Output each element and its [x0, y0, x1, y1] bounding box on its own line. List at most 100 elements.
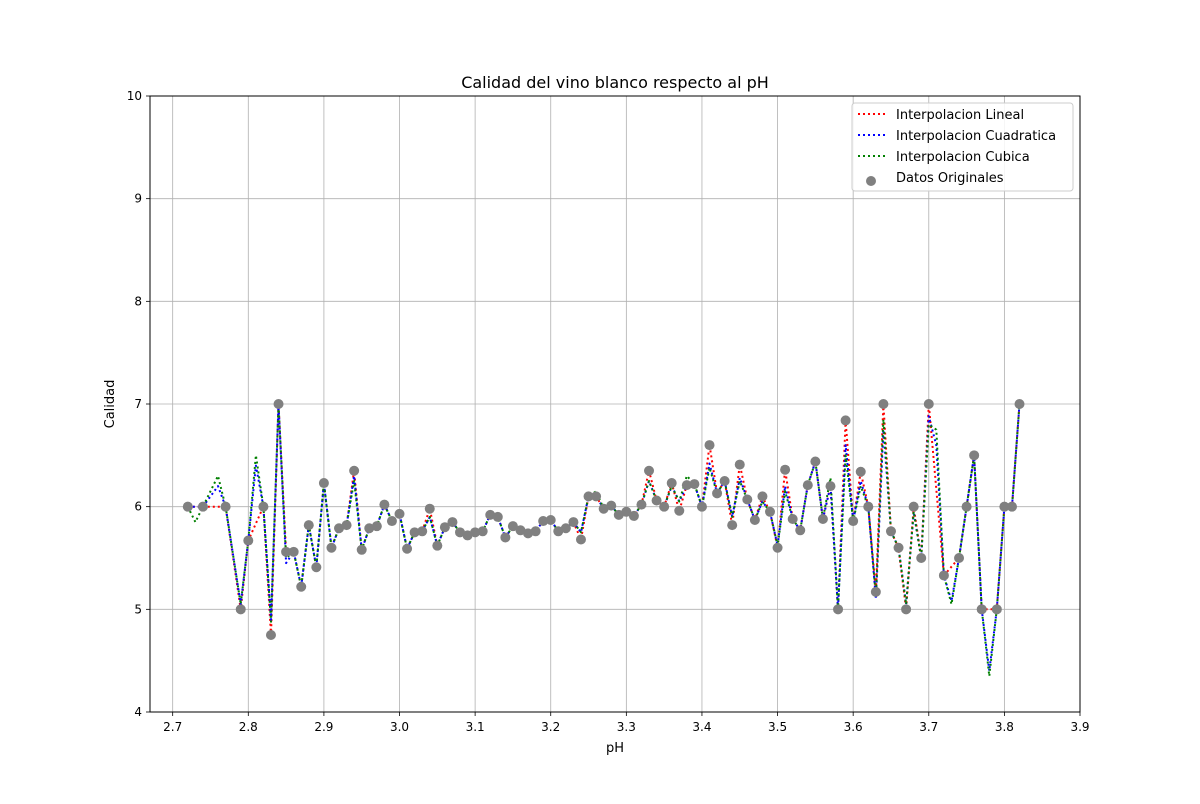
- x-tick-label: 3.5: [768, 720, 787, 734]
- data-point: [568, 517, 579, 528]
- x-tick-label: 3.0: [390, 720, 409, 734]
- data-point: [916, 553, 927, 563]
- data-point: [885, 526, 896, 537]
- data-point: [878, 399, 889, 409]
- y-tick-label: 10: [127, 89, 142, 103]
- data-point: [349, 465, 360, 476]
- data-point: [424, 503, 435, 514]
- data-point: [538, 516, 549, 527]
- data-point: [795, 525, 806, 536]
- data-point: [364, 523, 375, 534]
- x-tick-label: 3.2: [541, 720, 560, 734]
- data-point: [507, 521, 518, 532]
- data-point: [265, 630, 276, 640]
- data-point: [765, 506, 775, 517]
- x-tick-label: 2.7: [163, 720, 182, 734]
- data-point: [273, 399, 284, 409]
- y-tick-label: 7: [134, 397, 142, 411]
- data-point: [938, 570, 949, 581]
- legend-marker: [866, 176, 876, 186]
- data-point: [598, 503, 609, 514]
- data-point: [681, 480, 692, 491]
- data-point: [243, 535, 254, 546]
- y-axis-label: Calidad: [103, 380, 118, 429]
- data-point: [182, 501, 193, 512]
- data-point: [303, 520, 314, 531]
- data-point: [636, 499, 647, 510]
- data-point: [999, 501, 1010, 512]
- data-point: [772, 542, 783, 553]
- data-point: [606, 500, 617, 511]
- data-point: [492, 511, 503, 522]
- x-axis: 2.7 2.8 2.9 3.0 3.1 3.2 3.3 3.4 3.5 3.6 3.7 3.8 3.9: [163, 712, 1090, 734]
- data-point: [394, 508, 405, 519]
- data-point: [455, 527, 465, 538]
- data-point: [893, 542, 904, 553]
- data-point: [409, 527, 420, 538]
- x-tick-label: 3.9: [1070, 720, 1089, 734]
- legend-label: Datos Originales: [896, 171, 1004, 186]
- x-tick-label: 3.6: [844, 720, 863, 734]
- data-point: [530, 526, 541, 537]
- data-point: [439, 522, 450, 533]
- data-point: [802, 480, 813, 491]
- x-tick-label: 3.3: [617, 720, 636, 734]
- data-point: [954, 553, 965, 563]
- data-point: [417, 526, 428, 537]
- data-point: [787, 513, 798, 524]
- data-point: [855, 466, 866, 477]
- legend-box: [851, 102, 1074, 192]
- data-point: [197, 501, 208, 512]
- data-point: [281, 546, 292, 557]
- data-point: [545, 515, 556, 526]
- data-point: [757, 491, 768, 502]
- data-point: [485, 509, 496, 520]
- data-point: [447, 517, 458, 528]
- data-point: [749, 515, 760, 526]
- data-point: [712, 488, 723, 499]
- data-point: [288, 546, 299, 557]
- data-point: [500, 532, 511, 543]
- y-axis: 4 5 6 7 8 9 10: [127, 89, 150, 719]
- plot-lines: [186, 403, 1021, 678]
- legend-label: Interpolacion Cuadratica: [896, 129, 1056, 144]
- data-point: [318, 478, 329, 489]
- data-point: [341, 520, 352, 531]
- data-point: [432, 540, 443, 551]
- data-point: [379, 499, 390, 510]
- legend-label: Interpolacion Lineal: [896, 108, 1024, 123]
- data-point: [386, 516, 397, 527]
- y-tick-label: 6: [134, 500, 142, 514]
- y-tick-label: 8: [134, 294, 142, 308]
- data-point: [780, 464, 791, 475]
- data-point: [674, 505, 685, 516]
- data-point: [961, 501, 972, 512]
- data-point: [734, 459, 745, 470]
- data-point: [560, 523, 571, 534]
- data-point: [258, 501, 269, 512]
- x-tick-label: 3.8: [995, 720, 1014, 734]
- legend: Interpolacion Lineal Interpolacion Cuadra…: [851, 102, 1074, 192]
- data-point: [651, 495, 662, 506]
- y-tick-label: 5: [134, 602, 142, 616]
- x-axis-label: pH: [606, 741, 624, 756]
- data-point: [863, 501, 874, 512]
- data-point: [704, 440, 715, 451]
- data-point: [371, 521, 382, 532]
- data-point: [810, 456, 821, 467]
- data-point: [969, 450, 980, 461]
- data-point: [326, 542, 337, 553]
- data-point: [613, 509, 624, 520]
- data-point: [220, 501, 231, 512]
- data-point: [840, 415, 851, 426]
- data-point: [689, 479, 700, 490]
- data-point: [901, 604, 912, 615]
- x-tick-label: 3.7: [919, 720, 938, 734]
- y-tick-label: 4: [134, 705, 142, 719]
- data-point: [1014, 399, 1025, 409]
- data-point: [825, 481, 836, 492]
- legend-label: Interpolacion Cubica: [896, 150, 1030, 165]
- plot-points: [182, 399, 1025, 640]
- data-point: [976, 604, 987, 615]
